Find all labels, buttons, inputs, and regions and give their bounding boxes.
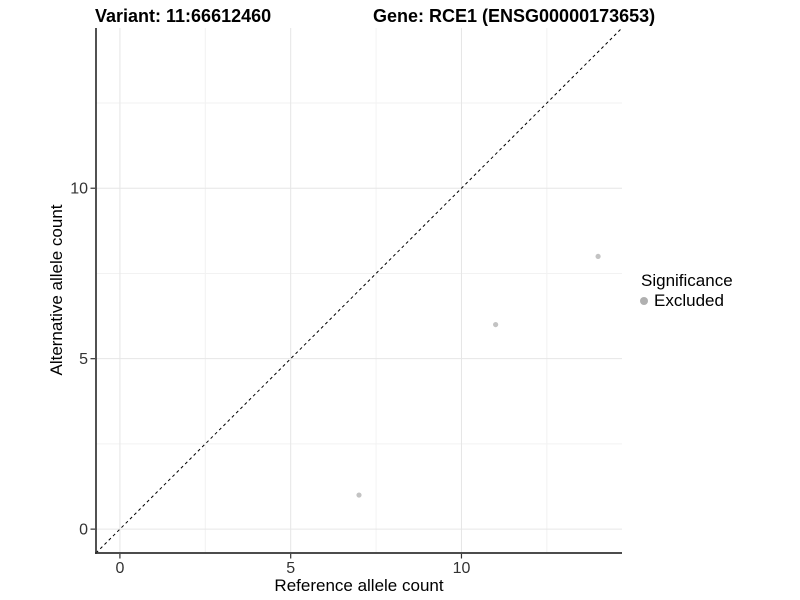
variant-title: Variant: 11:66612460 [95,6,272,26]
legend-item: Excluded [637,291,733,310]
legend: Significance Excluded [637,271,733,310]
gene-title: Gene: RCE1 (ENSG00000173653) [373,6,656,26]
x-axis-title: Reference allele count [274,576,444,595]
x-tick-label: 0 [115,560,124,577]
legend-item-label: Excluded [654,291,724,310]
data-point [595,253,601,260]
y-tick-label: 5 [79,351,88,368]
y-tick-label: 0 [79,522,88,539]
y-tick-label: 10 [70,181,88,198]
x-tick-label: 5 [286,560,295,577]
data-point [356,492,362,498]
x-tick-label: 10 [453,560,471,577]
legend-title: Significance [641,271,733,290]
legend-point-icon [640,296,648,305]
data-point [493,321,499,328]
identity-line [95,27,623,554]
